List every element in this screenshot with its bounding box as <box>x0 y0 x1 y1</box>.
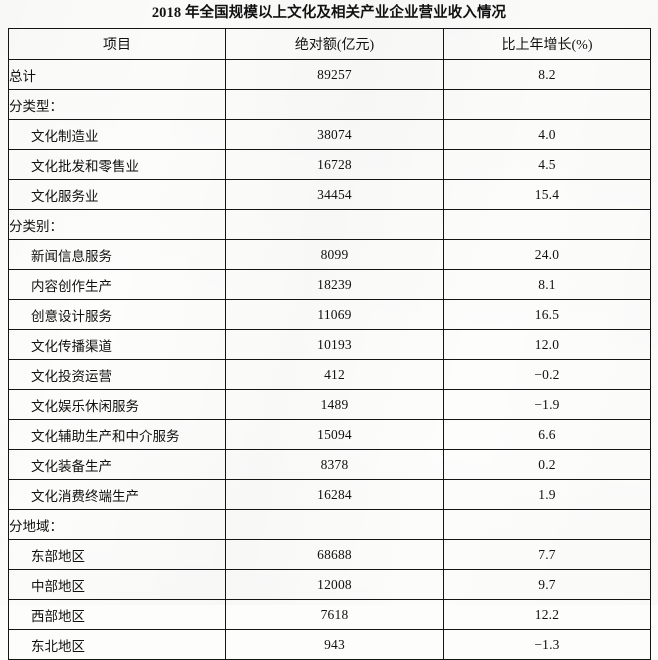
cell-item: 东北地区 <box>8 629 226 660</box>
cell-growth: 4.0 <box>443 119 651 150</box>
table-group-row: 分类别： <box>8 209 651 240</box>
cell-growth: −1.3 <box>443 629 651 660</box>
cell-absolute: 412 <box>225 359 444 390</box>
table-row: 文化娱乐休闲服务 1489 −1.9 <box>8 389 651 420</box>
table-row: 中部地区 12008 9.7 <box>8 569 651 600</box>
table-row: 总计 89257 8.2 <box>8 59 651 90</box>
cell-item: 文化投资运营 <box>8 359 226 390</box>
cell-item: 文化制造业 <box>8 119 226 150</box>
cell-growth: 1.9 <box>443 479 651 510</box>
cell-absolute: 8378 <box>225 449 444 480</box>
table-row: 文化传播渠道 10193 12.0 <box>8 329 651 360</box>
cell-item: 内容创作生产 <box>8 269 226 300</box>
cell-item: 文化娱乐休闲服务 <box>8 389 226 420</box>
cell-growth: −0.2 <box>443 359 651 390</box>
cell-growth: 16.5 <box>443 299 651 330</box>
cell-item: 文化辅助生产和中介服务 <box>8 419 226 450</box>
cell-item: 文化批发和零售业 <box>8 149 226 180</box>
cell-item: 中部地区 <box>8 569 226 600</box>
cell-absolute: 16284 <box>225 479 444 510</box>
cell-growth: 9.7 <box>443 569 651 600</box>
table-group-row: 分类型： <box>8 89 651 120</box>
cell-growth: 24.0 <box>443 239 651 270</box>
cell-absolute: 10193 <box>225 329 444 360</box>
cell-absolute: 18239 <box>225 269 444 300</box>
cell-item: 新闻信息服务 <box>8 239 226 270</box>
cell-absolute <box>225 509 444 540</box>
table-header-row: 项目 绝对额(亿元) 比上年增长(%) <box>8 28 651 60</box>
cell-item: 文化消费终端生产 <box>8 479 226 510</box>
column-header-absolute: 绝对额(亿元) <box>225 28 444 60</box>
cell-item: 文化服务业 <box>8 179 226 210</box>
cell-absolute: 1489 <box>225 389 444 420</box>
cell-growth <box>443 509 651 540</box>
cell-absolute: 12008 <box>225 569 444 600</box>
cell-absolute: 16728 <box>225 149 444 180</box>
table-row: 文化批发和零售业 16728 4.5 <box>8 149 651 180</box>
table-row: 文化消费终端生产 16284 1.9 <box>8 479 651 510</box>
cell-absolute: 89257 <box>225 59 444 90</box>
cell-absolute: 15094 <box>225 419 444 450</box>
table-row: 文化投资运营 412 −0.2 <box>8 359 651 390</box>
cell-absolute: 11069 <box>225 299 444 330</box>
cell-absolute: 38074 <box>225 119 444 150</box>
table-body: 总计 89257 8.2 分类型： 文化制造业 38074 4.0 文化批发和零售业 16728… <box>8 59 651 660</box>
table-row: 创意设计服务 11069 16.5 <box>8 299 651 330</box>
cell-item: 东部地区 <box>8 539 226 570</box>
income-table: 项目 绝对额(亿元) 比上年增长(%) 总计 89257 8.2 分类型： 文化制造业 3… <box>8 28 651 660</box>
table-header: 项目 绝对额(亿元) 比上年增长(%) <box>8 28 651 60</box>
cell-absolute: 8099 <box>225 239 444 270</box>
cell-item: 文化装备生产 <box>8 449 226 480</box>
cell-growth <box>443 89 651 120</box>
table-row: 文化辅助生产和中介服务 15094 6.6 <box>8 419 651 450</box>
table-row: 文化装备生产 8378 0.2 <box>8 449 651 480</box>
cell-absolute <box>225 89 444 120</box>
cell-growth: 7.7 <box>443 539 651 570</box>
cell-absolute <box>225 209 444 240</box>
cell-growth: 4.5 <box>443 149 651 180</box>
table-row: 文化制造业 38074 4.0 <box>8 119 651 150</box>
table-row: 西部地区 7618 12.2 <box>8 599 651 630</box>
column-header-item: 项目 <box>8 28 226 60</box>
cell-item: 文化传播渠道 <box>8 329 226 360</box>
cell-absolute: 7618 <box>225 599 444 630</box>
table-row: 新闻信息服务 8099 24.0 <box>8 239 651 270</box>
cell-absolute: 34454 <box>225 179 444 210</box>
cell-growth: −1.9 <box>443 389 651 420</box>
cell-growth: 8.1 <box>443 269 651 300</box>
table-row: 东部地区 68688 7.7 <box>8 539 651 570</box>
table-row: 内容创作生产 18239 8.1 <box>8 269 651 300</box>
cell-absolute: 68688 <box>225 539 444 570</box>
cell-item: 分类型： <box>8 89 226 120</box>
cell-growth: 8.2 <box>443 59 651 90</box>
cell-growth: 12.2 <box>443 599 651 630</box>
table-row: 文化服务业 34454 15.4 <box>8 179 651 210</box>
cell-growth: 6.6 <box>443 419 651 450</box>
cell-item: 分类别： <box>8 209 226 240</box>
cell-growth: 0.2 <box>443 449 651 480</box>
cell-growth <box>443 209 651 240</box>
cell-item: 分地域： <box>8 509 226 540</box>
cell-growth: 15.4 <box>443 179 651 210</box>
cell-item: 西部地区 <box>8 599 226 630</box>
cell-item: 创意设计服务 <box>8 299 226 330</box>
column-header-growth: 比上年增长(%) <box>443 28 651 60</box>
table-row: 东北地区 943 −1.3 <box>8 629 651 660</box>
page-title: 2018 年全国规模以上文化及相关产业企业营业收入情况 <box>151 5 507 21</box>
cell-item: 总计 <box>8 59 226 90</box>
cell-absolute: 943 <box>225 629 444 660</box>
income-table-container: 项目 绝对额(亿元) 比上年增长(%) 总计 89257 8.2 分类型： 文化制造业 3… <box>8 28 651 660</box>
cell-growth: 12.0 <box>443 329 651 360</box>
table-group-row: 分地域： <box>8 509 651 540</box>
